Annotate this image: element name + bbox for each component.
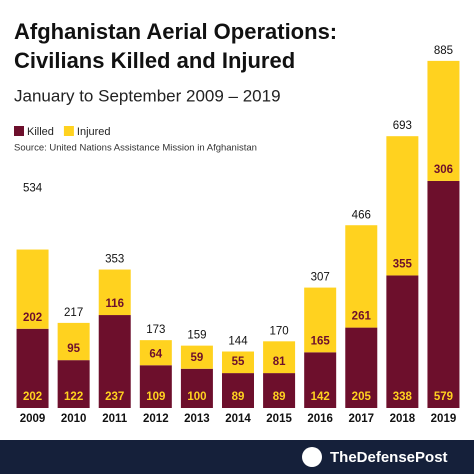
value-label: 261 — [352, 311, 372, 323]
value-label: 59 — [191, 352, 204, 364]
bar-segment — [180, 368, 213, 408]
bar-segment — [16, 249, 49, 329]
source: Source: United Nations Assistance Missio… — [14, 143, 257, 154]
value-label: 165 — [311, 335, 331, 347]
value-label: 202 — [23, 391, 42, 403]
bar-segment — [57, 360, 90, 408]
chart-title: Afghanistan Aerial Operations: — [14, 19, 337, 44]
bar-segment — [139, 340, 172, 366]
total-label: 159 — [187, 330, 206, 342]
footer-band — [0, 440, 474, 474]
chart-title: Civilians Killed and Injured — [14, 48, 295, 73]
footer-logo — [302, 447, 322, 467]
value-label: 116 — [105, 298, 124, 310]
x-tick-label: 2018 — [390, 413, 416, 425]
bar-segment — [386, 136, 419, 276]
value-label: 579 — [434, 391, 453, 403]
total-label: 353 — [105, 254, 124, 266]
value-label: 205 — [352, 391, 372, 403]
bar-segment — [386, 275, 419, 408]
bar-segment — [16, 328, 49, 408]
bar-segment — [345, 327, 378, 408]
total-label: 466 — [352, 209, 371, 221]
bar-segment — [263, 341, 296, 374]
bar-segment — [180, 345, 213, 369]
x-tick-label: 2015 — [266, 413, 292, 425]
total-label: 170 — [269, 325, 288, 337]
value-label: 338 — [393, 391, 413, 403]
bar-segment — [222, 373, 254, 408]
legend-swatch — [63, 126, 74, 136]
value-label: 122 — [64, 391, 83, 403]
x-tick-label: 2016 — [307, 413, 333, 425]
x-tick-label: 2019 — [431, 413, 457, 425]
total-label: 173 — [146, 324, 165, 336]
x-tick-label: 2009 — [20, 413, 46, 425]
value-label: 109 — [146, 391, 165, 403]
value-label: 64 — [149, 348, 162, 360]
bar-segment — [139, 365, 172, 408]
x-tick-label: 2010 — [61, 413, 87, 425]
bar-segment — [427, 60, 460, 181]
value-label: 100 — [187, 391, 206, 403]
bar-segment — [222, 351, 254, 374]
bar-segment — [98, 315, 131, 408]
footer-brand: TheDefensePost — [330, 449, 448, 466]
bar-segment — [427, 180, 460, 408]
value-label: 202 — [23, 312, 42, 324]
bar-segment — [345, 225, 378, 328]
chart-subtitle: January to September 2009 – 2019 — [14, 86, 281, 105]
value-label: 89 — [232, 391, 245, 403]
x-tick-label: 2011 — [102, 413, 128, 425]
total-label: 693 — [393, 120, 412, 132]
bar-segment — [304, 352, 337, 408]
value-label: 237 — [105, 391, 124, 403]
bar-segment — [263, 373, 296, 408]
value-label: 81 — [273, 356, 286, 368]
value-label: 55 — [232, 356, 245, 368]
value-label: 95 — [67, 343, 80, 355]
x-tick-label: 2012 — [143, 413, 169, 425]
value-label: 355 — [393, 258, 413, 270]
value-label: 89 — [273, 391, 286, 403]
x-tick-label: 2017 — [348, 413, 374, 425]
total-label: 885 — [434, 45, 453, 57]
total-label: 217 — [64, 307, 83, 319]
bar-segment — [57, 322, 90, 361]
legend-label: Killed — [27, 126, 54, 138]
legend-swatch — [14, 126, 24, 136]
bar-segment — [304, 287, 337, 353]
total-label: 534 — [23, 183, 43, 195]
total-label: 307 — [311, 272, 330, 284]
value-label: 142 — [311, 391, 330, 403]
x-tick-label: 2014 — [225, 413, 251, 425]
total-label: 144 — [228, 336, 248, 348]
value-label: 306 — [434, 164, 453, 176]
x-tick-label: 2013 — [184, 413, 210, 425]
bar-segment — [98, 269, 131, 316]
legend-label: Injured — [77, 126, 111, 138]
